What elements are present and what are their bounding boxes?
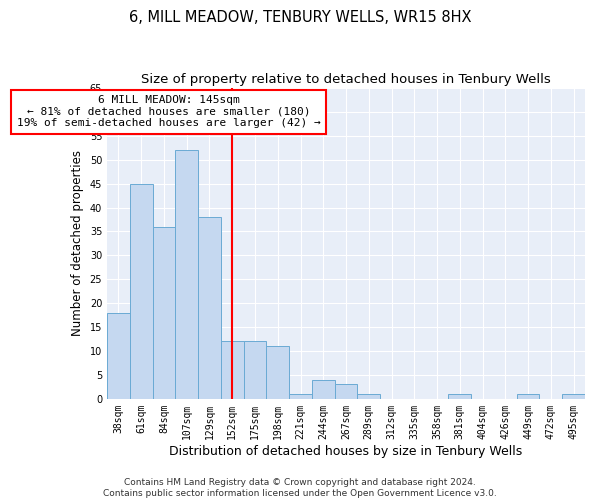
Bar: [312, 380, 335, 399]
Text: Contains HM Land Registry data © Crown copyright and database right 2024.
Contai: Contains HM Land Registry data © Crown c…: [103, 478, 497, 498]
Title: Size of property relative to detached houses in Tenbury Wells: Size of property relative to detached ho…: [141, 72, 551, 86]
Y-axis label: Number of detached properties: Number of detached properties: [71, 150, 84, 336]
Bar: [221, 342, 244, 399]
Bar: [130, 184, 152, 399]
X-axis label: Distribution of detached houses by size in Tenbury Wells: Distribution of detached houses by size …: [169, 444, 523, 458]
Bar: [448, 394, 471, 399]
Bar: [198, 217, 221, 399]
Bar: [107, 313, 130, 399]
Text: 6 MILL MEADOW: 145sqm
← 81% of detached houses are smaller (180)
19% of semi-det: 6 MILL MEADOW: 145sqm ← 81% of detached …: [17, 95, 320, 128]
Bar: [175, 150, 198, 399]
Bar: [152, 226, 175, 399]
Text: 6, MILL MEADOW, TENBURY WELLS, WR15 8HX: 6, MILL MEADOW, TENBURY WELLS, WR15 8HX: [129, 10, 471, 25]
Bar: [266, 346, 289, 399]
Bar: [517, 394, 539, 399]
Bar: [289, 394, 312, 399]
Bar: [335, 384, 358, 399]
Bar: [562, 394, 585, 399]
Bar: [358, 394, 380, 399]
Bar: [244, 342, 266, 399]
